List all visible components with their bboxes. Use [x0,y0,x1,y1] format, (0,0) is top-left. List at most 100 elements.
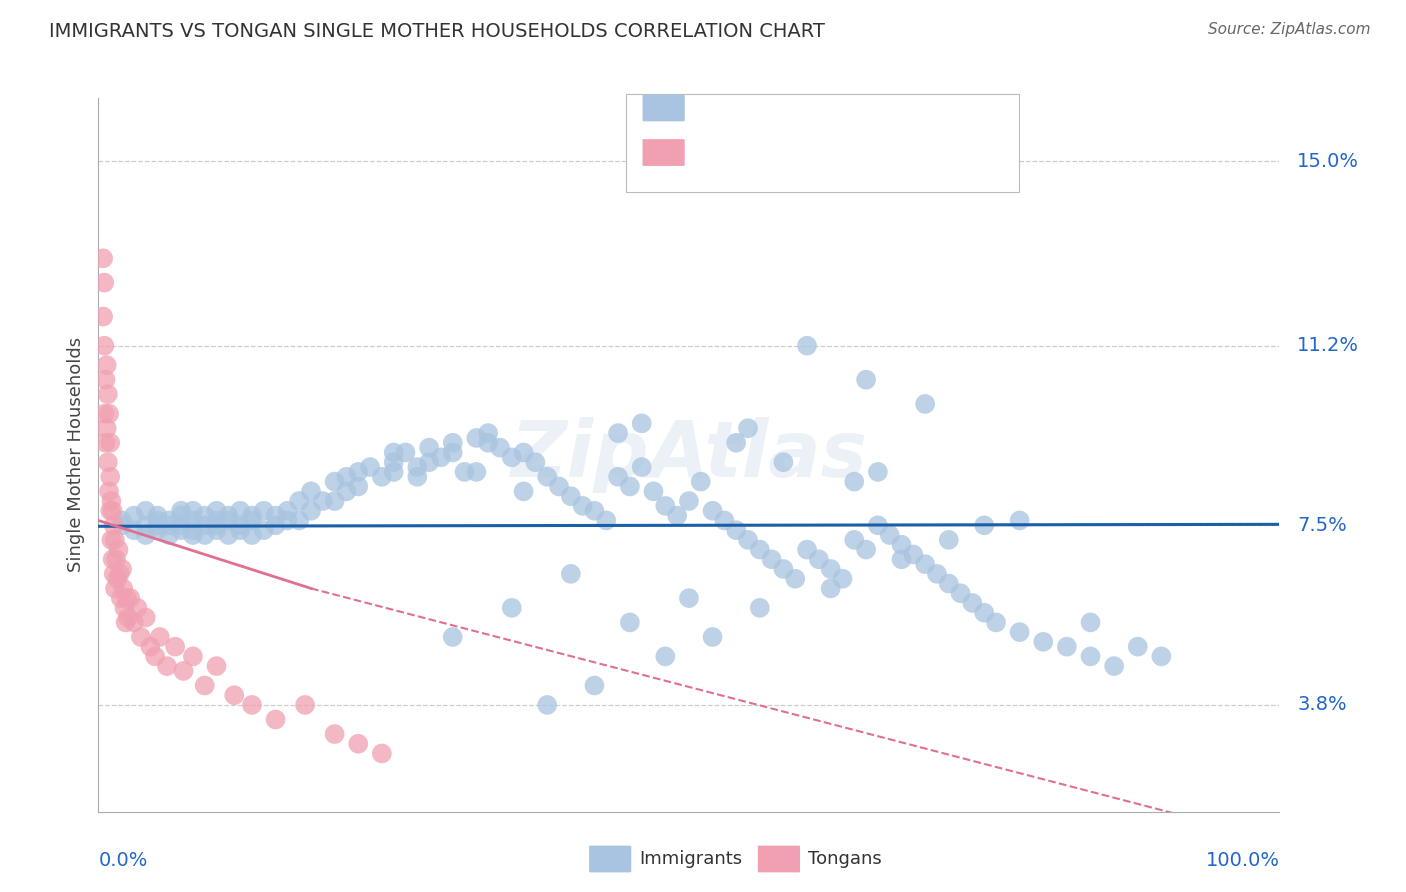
Point [96,421,118,435]
Point [418,455,440,469]
Point [654,499,676,513]
Point [205,504,228,518]
Point [240,528,263,542]
Point [93,276,115,290]
Point [288,513,311,527]
Point [807,552,830,566]
Point [820,562,842,576]
Text: IMMIGRANTS VS TONGAN SINGLE MOTHER HOUSEHOLDS CORRELATION CHART: IMMIGRANTS VS TONGAN SINGLE MOTHER HOUSE… [49,22,825,41]
Point [135,504,157,518]
Point [406,469,429,483]
Point [512,445,534,459]
Point [103,518,125,533]
Point [973,518,995,533]
Point [1008,513,1031,527]
Point [157,528,180,542]
Point [477,426,499,441]
Point [93,407,115,421]
Point [1150,649,1173,664]
Point [115,591,138,606]
Text: Immigrants: Immigrants [640,850,742,868]
Point [890,538,912,552]
Point [165,640,187,654]
Point [323,475,346,489]
Text: 7.5%: 7.5% [1298,516,1347,535]
Point [689,475,711,489]
Point [170,523,193,537]
Point [181,513,204,527]
Point [276,513,298,527]
Point [104,582,127,596]
Point [335,469,357,483]
Point [524,455,547,469]
Point [98,484,121,499]
Text: R = -0.095: R = -0.095 [693,143,790,161]
Point [748,542,770,557]
Point [619,615,641,630]
Point [100,533,122,547]
Point [347,479,370,493]
Point [536,469,558,483]
Point [820,582,842,596]
Point [501,450,523,465]
Point [465,431,488,445]
Point [382,465,405,479]
Point [323,494,346,508]
Point [112,582,135,596]
Point [630,417,652,431]
Point [264,713,287,727]
Point [1080,615,1102,630]
Point [890,552,912,566]
Point [149,630,172,644]
Point [914,557,936,571]
Point [217,513,239,527]
Point [98,407,121,421]
Point [666,508,689,523]
Point [938,576,960,591]
Text: Tongans: Tongans [808,850,882,868]
Point [264,508,287,523]
Point [170,518,193,533]
Point [205,513,228,527]
Point [98,504,121,518]
Point [253,523,276,537]
Point [96,358,118,372]
Point [205,659,228,673]
Point [172,664,194,678]
Point [1126,640,1149,654]
Text: 0.0%: 0.0% [98,851,148,870]
Point [1032,635,1054,649]
Point [240,513,263,527]
Point [737,533,759,547]
Point [748,600,770,615]
Point [299,504,322,518]
Point [560,489,582,503]
Point [796,339,818,353]
Y-axis label: Single Mother Households: Single Mother Households [66,337,84,573]
Point [536,698,558,712]
Point [217,508,239,523]
Point [643,484,665,499]
Point [122,508,145,523]
Point [229,523,252,537]
Point [240,508,263,523]
Point [394,445,416,459]
Point [595,513,617,527]
Point [914,397,936,411]
Point [489,441,512,455]
Point [135,610,157,624]
Point [157,513,180,527]
Point [294,698,316,712]
Point [382,455,405,469]
Point [156,659,179,673]
Point [713,513,735,527]
Point [146,518,169,533]
Text: R =  0.006: R = 0.006 [693,98,789,116]
Point [335,484,357,499]
Point [560,566,582,581]
Point [264,518,287,533]
Point [170,508,193,523]
Text: ZipAtlas: ZipAtlas [510,417,868,493]
Point [441,435,464,450]
Point [111,513,134,527]
